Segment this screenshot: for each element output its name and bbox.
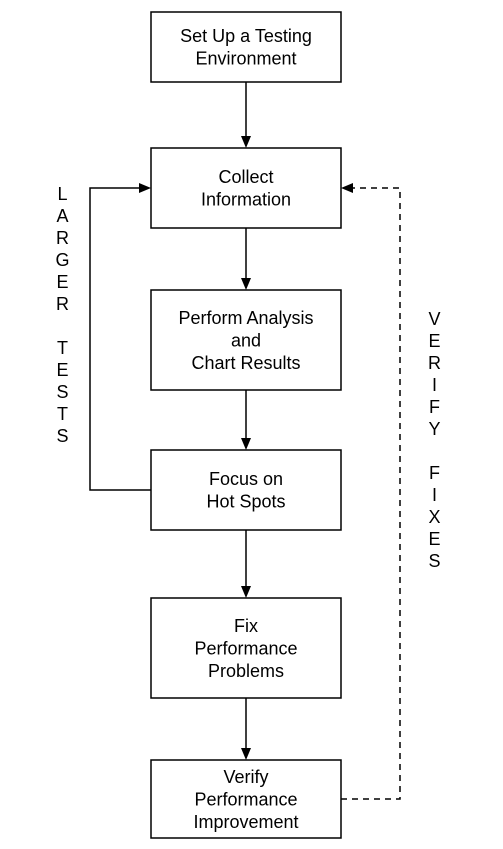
svg-text:R: R [56, 228, 70, 248]
svg-text:G: G [55, 250, 70, 270]
node-n2-line-0: Collect [218, 167, 273, 187]
svg-text:F: F [429, 397, 441, 417]
node-n3-line-0: Perform Analysis [178, 308, 313, 328]
svg-text:S: S [56, 382, 69, 402]
svg-text:V: V [428, 309, 441, 329]
node-n6-line-0: Verify [223, 767, 268, 787]
svg-text:E: E [56, 272, 69, 292]
svg-text:R: R [428, 353, 442, 373]
node-n4: Focus on Hot Spots [151, 450, 341, 530]
svg-text:E: E [428, 529, 441, 549]
svg-text:E: E [428, 331, 441, 351]
side-label-verify-fixes: VERIFY FIXES [428, 309, 442, 571]
node-n4-line-0: Focus on [209, 469, 283, 489]
node-n1-line-1: Environment [195, 49, 296, 69]
node-n6: VerifyPerformance Improvement [151, 760, 341, 838]
flowchart: Set Up a Testing Environment Collect Inform… [0, 0, 503, 849]
svg-text:S: S [56, 426, 69, 446]
svg-text:L: L [57, 184, 68, 204]
node-n3-line-2: Chart Results [191, 353, 300, 373]
svg-text:I: I [432, 485, 438, 505]
side-label-larger-tests: LARGER TESTS [55, 184, 70, 446]
svg-text:Y: Y [428, 419, 441, 439]
node-n5-line-1: Performance [194, 638, 297, 658]
svg-text:T: T [57, 338, 69, 358]
node-n6-line-2: Improvement [193, 812, 298, 832]
node-n6-line-1: Performance [194, 789, 297, 809]
svg-text:E: E [56, 360, 69, 380]
svg-text:I: I [432, 375, 438, 395]
edge-n4-n2 [90, 188, 151, 490]
svg-text:S: S [428, 551, 441, 571]
node-n5-line-0: Fix [234, 616, 258, 636]
svg-text:A: A [56, 206, 69, 226]
node-n5-line-2: Problems [208, 661, 284, 681]
svg-text:F: F [429, 463, 441, 483]
node-n3: Perform Analysisand Chart Results [151, 290, 341, 390]
node-n3-line-1: and [231, 330, 261, 350]
svg-text:X: X [428, 507, 441, 527]
node-n2: Collect Information [151, 148, 341, 228]
node-n2-line-1: Information [201, 190, 291, 210]
node-n4-line-1: Hot Spots [206, 492, 285, 512]
edge-n6-n2 [341, 188, 400, 799]
node-n1: Set Up a Testing Environment [151, 12, 341, 82]
svg-text:T: T [57, 404, 69, 424]
svg-text:R: R [56, 294, 70, 314]
node-n5: FixPerformance Problems [151, 598, 341, 698]
node-n1-line-0: Set Up a Testing [180, 26, 312, 46]
